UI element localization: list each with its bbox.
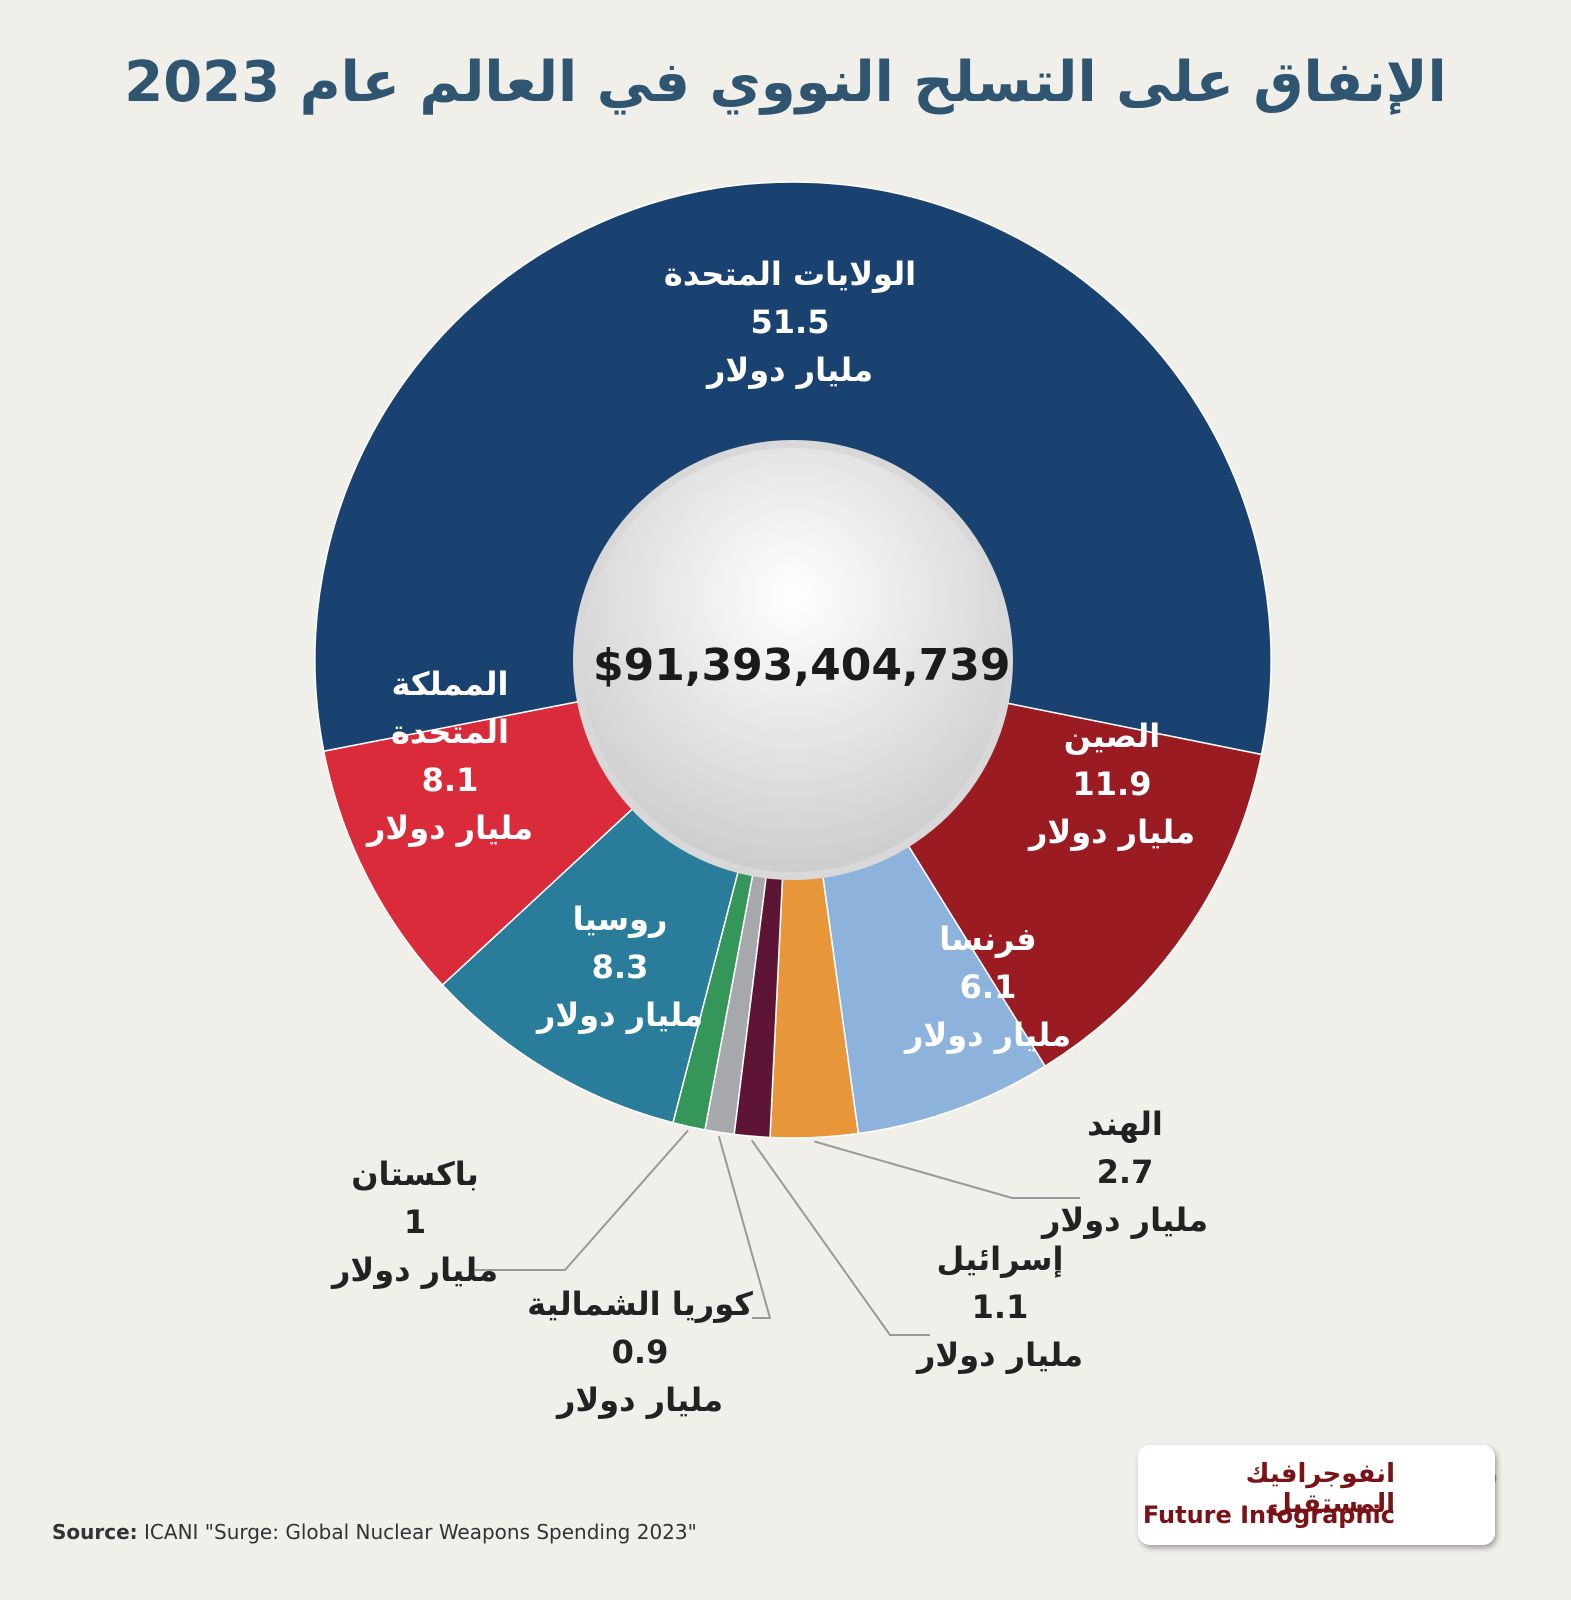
category-label: المملكة المتحدة: [391, 665, 509, 751]
value-label: 6.1: [959, 968, 1017, 1006]
slice-label: فرنسا 6.1 مليار دولار: [905, 915, 1071, 1059]
slice-label: الصين 11.9 مليار دولار: [1029, 712, 1195, 856]
category-label: فرنسا: [939, 920, 1037, 958]
logo-english: Future Infographic: [1142, 1501, 1395, 1529]
slice-label: الهند 2.7 مليار دولار: [1042, 1100, 1208, 1244]
value-label: 8.3: [591, 948, 649, 986]
value-label: 51.5: [750, 303, 830, 341]
leader-line: [717, 1135, 772, 1319]
category-label: الولايات المتحدة: [663, 255, 917, 293]
value-label: 1.1: [971, 1288, 1029, 1326]
unit-label: مليار دولار: [1041, 1201, 1209, 1239]
logo: انفوجرافيك المستقبل Future Infographic: [1138, 1445, 1495, 1545]
category-label: الهند: [1087, 1105, 1163, 1143]
unit-label: مليار دولار: [904, 1016, 1072, 1054]
value-label: 2.7: [1096, 1153, 1154, 1191]
slice-label: إسرائيل 1.1 مليار دولار: [917, 1235, 1083, 1379]
leader-line: [814, 1140, 1080, 1199]
category-label: إسرائيل: [936, 1240, 1064, 1278]
unit-label: مليار دولار: [1028, 813, 1196, 851]
leader-line: [750, 1139, 930, 1336]
value-label: 8.1: [421, 761, 479, 799]
leader-line: [475, 1129, 689, 1271]
value-label: 0.9: [611, 1333, 669, 1371]
source-text: ICANI "Surge: Global Nuclear Weapons Spe…: [144, 1520, 697, 1544]
source: Source: ICANI "Surge: Global Nuclear Wea…: [52, 1520, 697, 1544]
unit-label: مليار دولار: [706, 351, 874, 389]
category-label: كوريا الشمالية: [527, 1285, 753, 1323]
slice-label: باكستان 1 مليار دولار: [332, 1150, 498, 1294]
category-label: باكستان: [351, 1155, 479, 1193]
slice-label: كوريا الشمالية 0.9 مليار دولار: [527, 1280, 753, 1424]
unit-label: مليار دولار: [536, 996, 704, 1034]
slice-label: روسيا 8.3 مليار دولار: [537, 895, 703, 1039]
chart-title: الإنفاق على التسلح النووي في العالم عام …: [124, 50, 1447, 115]
source-label: Source:: [52, 1520, 138, 1544]
slice-label: الولايات المتحدة 51.5 مليار دولار: [664, 250, 916, 394]
category-label: روسيا: [572, 900, 668, 938]
unit-label: مليار دولار: [366, 809, 534, 847]
value-label: 11.9: [1072, 765, 1152, 803]
unit-label: مليار دولار: [556, 1381, 724, 1419]
category-label: الصين: [1063, 717, 1161, 755]
slice-label: المملكة المتحدة 8.1 مليار دولار: [365, 660, 535, 852]
unit-label: مليار دولار: [916, 1336, 1084, 1374]
value-label: 1: [403, 1203, 427, 1241]
logo-arabic: انفوجرافيك المستقبل: [1245, 1459, 1395, 1519]
center-disc: [581, 448, 1005, 872]
unit-label: مليار دولار: [331, 1251, 499, 1289]
center-total: $91,393,404,739: [593, 640, 1011, 691]
